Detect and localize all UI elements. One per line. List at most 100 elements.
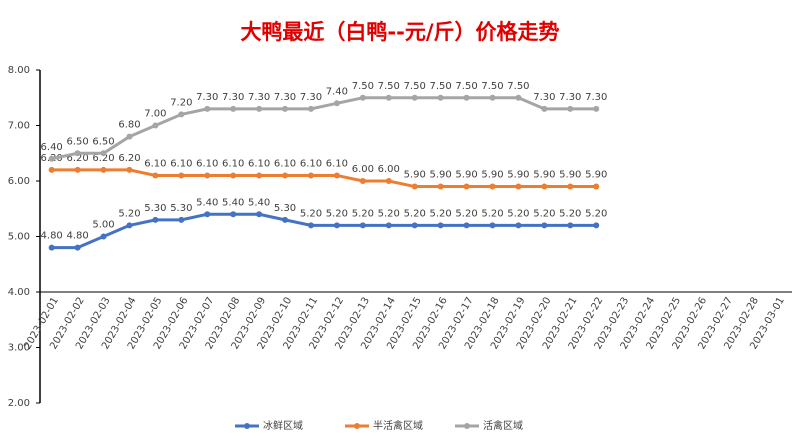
point bbox=[489, 94, 496, 101]
y-tick-label: 8.00 bbox=[8, 65, 30, 76]
value-label: 5.90 bbox=[559, 170, 581, 181]
series-line bbox=[51, 212, 597, 250]
point bbox=[593, 183, 600, 190]
value-label: 7.30 bbox=[248, 92, 270, 103]
point bbox=[230, 211, 237, 218]
point bbox=[385, 94, 392, 101]
point bbox=[489, 183, 496, 190]
value-label: 5.20 bbox=[326, 208, 348, 219]
value-label: 6.20 bbox=[92, 153, 114, 164]
value-label: 7.30 bbox=[222, 92, 244, 103]
point bbox=[333, 172, 340, 179]
point bbox=[307, 172, 314, 179]
point bbox=[567, 105, 574, 112]
y-tick-label: 5.00 bbox=[8, 232, 30, 243]
value-label: 7.30 bbox=[274, 92, 296, 103]
point bbox=[385, 222, 392, 229]
point bbox=[256, 172, 263, 179]
value-label: 5.20 bbox=[533, 208, 555, 219]
point bbox=[48, 244, 55, 251]
value-label: 6.50 bbox=[92, 136, 114, 147]
point bbox=[567, 183, 574, 190]
value-label: 7.50 bbox=[378, 81, 400, 92]
value-label: 7.00 bbox=[144, 109, 166, 120]
legend-label: 冰鲜区域 bbox=[263, 419, 303, 432]
value-label: 5.20 bbox=[507, 208, 529, 219]
value-label: 6.10 bbox=[274, 158, 296, 169]
value-label: 5.90 bbox=[455, 170, 477, 181]
value-label: 7.30 bbox=[300, 92, 322, 103]
value-label: 5.90 bbox=[481, 170, 503, 181]
value-label: 5.90 bbox=[404, 170, 426, 181]
value-label: 7.50 bbox=[352, 81, 374, 92]
series-line bbox=[51, 96, 597, 161]
value-label: 6.80 bbox=[118, 120, 140, 131]
y-tick-label: 6.00 bbox=[8, 176, 30, 187]
value-label: 6.20 bbox=[66, 153, 88, 164]
value-label: 5.20 bbox=[404, 208, 426, 219]
point bbox=[126, 222, 133, 229]
point bbox=[230, 172, 237, 179]
point bbox=[48, 166, 55, 173]
value-label: 5.20 bbox=[430, 208, 452, 219]
point bbox=[515, 222, 522, 229]
value-label: 4.80 bbox=[66, 231, 88, 242]
value-label: 6.10 bbox=[222, 158, 244, 169]
point bbox=[541, 183, 548, 190]
value-label: 5.20 bbox=[559, 208, 581, 219]
point bbox=[359, 222, 366, 229]
value-label: 7.50 bbox=[455, 81, 477, 92]
value-label: 5.00 bbox=[92, 220, 114, 231]
point bbox=[333, 222, 340, 229]
point bbox=[463, 94, 470, 101]
value-label: 7.30 bbox=[585, 92, 607, 103]
point bbox=[515, 183, 522, 190]
point bbox=[359, 94, 366, 101]
value-label: 6.50 bbox=[66, 136, 88, 147]
point bbox=[126, 166, 133, 173]
value-label: 5.30 bbox=[144, 203, 166, 214]
value-label: 5.20 bbox=[378, 208, 400, 219]
value-label: 7.50 bbox=[404, 81, 426, 92]
point bbox=[178, 111, 185, 118]
value-label: 7.50 bbox=[481, 81, 503, 92]
point bbox=[307, 105, 314, 112]
value-label: 6.10 bbox=[196, 158, 218, 169]
point bbox=[385, 178, 392, 184]
value-label: 5.20 bbox=[481, 208, 503, 219]
value-label: 6.00 bbox=[378, 164, 400, 175]
value-label: 5.40 bbox=[222, 197, 244, 208]
value-label: 5.40 bbox=[196, 197, 218, 208]
point bbox=[256, 105, 263, 112]
point bbox=[178, 172, 185, 179]
chart-title: 大鸭最近（白鸭--元/斤）价格走势 bbox=[240, 20, 559, 44]
value-label: 4.80 bbox=[41, 231, 63, 242]
point bbox=[152, 122, 159, 129]
point bbox=[437, 94, 444, 101]
point bbox=[359, 178, 366, 184]
y-tick-label: 7.00 bbox=[8, 121, 30, 132]
point bbox=[178, 216, 185, 223]
point bbox=[100, 150, 107, 157]
point bbox=[74, 150, 81, 157]
point bbox=[152, 172, 159, 179]
value-label: 7.40 bbox=[326, 86, 348, 97]
value-label: 5.30 bbox=[170, 203, 192, 214]
y-tick-label: 2.00 bbox=[8, 398, 30, 409]
value-label: 5.90 bbox=[585, 170, 607, 181]
point bbox=[100, 166, 107, 173]
value-label: 6.40 bbox=[41, 142, 63, 153]
series-line bbox=[51, 168, 597, 189]
value-label: 7.50 bbox=[430, 81, 452, 92]
legend-marker bbox=[464, 423, 470, 429]
value-label: 6.20 bbox=[118, 153, 140, 164]
legend-label: 半活禽区域 bbox=[373, 419, 423, 432]
value-label: 7.50 bbox=[507, 81, 529, 92]
point bbox=[74, 244, 81, 251]
point bbox=[515, 94, 522, 101]
point bbox=[204, 211, 211, 218]
value-label: 6.10 bbox=[248, 158, 270, 169]
point bbox=[307, 222, 314, 229]
value-label: 5.90 bbox=[507, 170, 529, 181]
point bbox=[411, 183, 418, 190]
